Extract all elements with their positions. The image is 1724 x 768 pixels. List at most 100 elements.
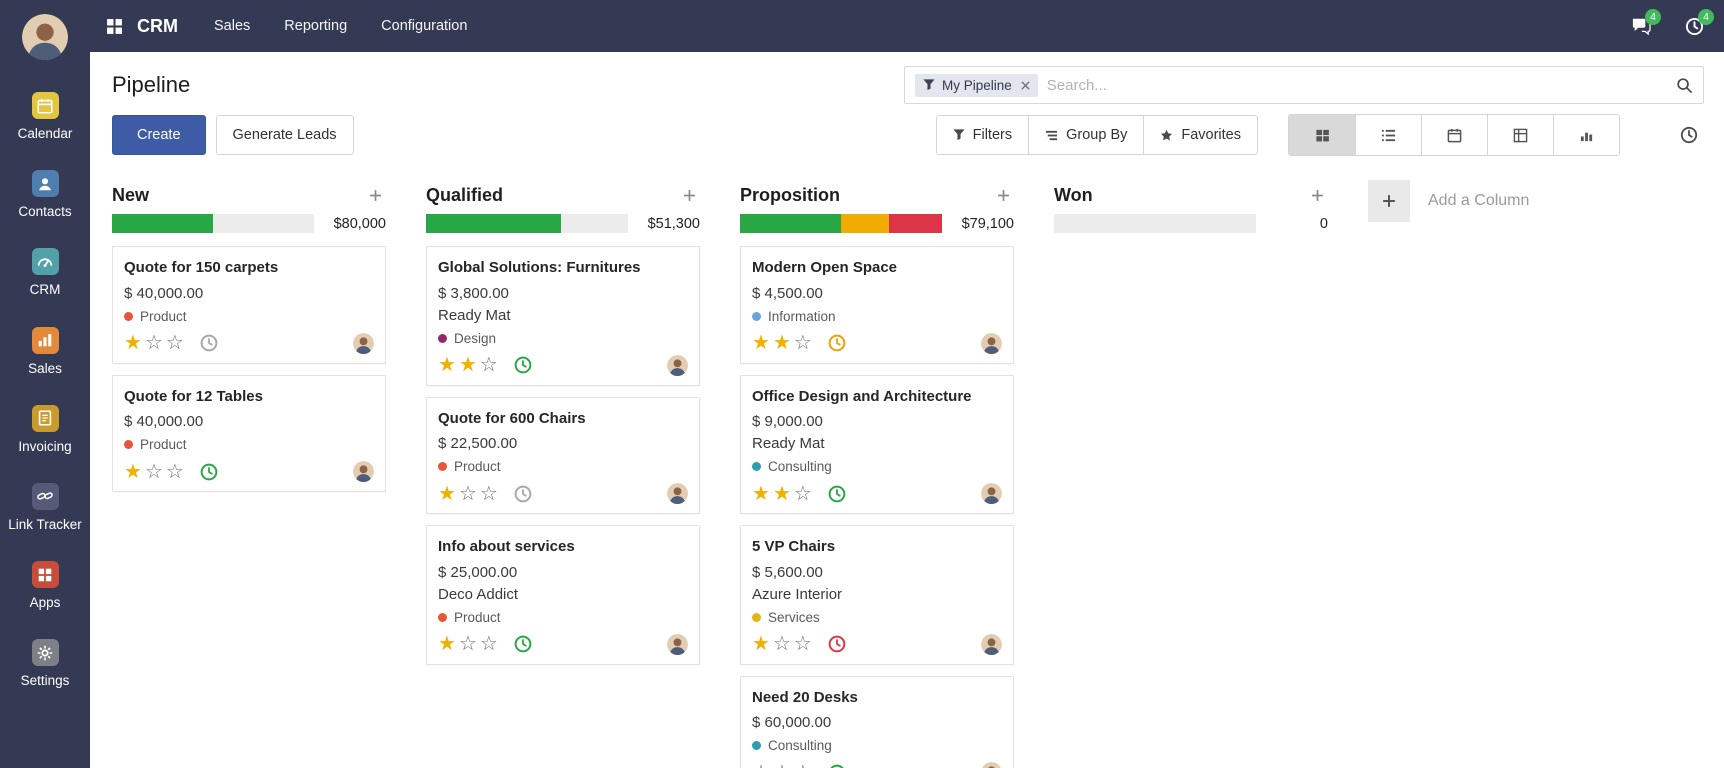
column-progressbar[interactable] — [1054, 214, 1256, 233]
star-icon[interactable]: ☆ — [458, 482, 477, 505]
star-icon[interactable]: ★ — [772, 482, 791, 505]
column-title[interactable]: Proposition — [740, 184, 840, 205]
progress-segment[interactable] — [740, 214, 841, 233]
star-icon[interactable]: ★ — [438, 633, 456, 655]
search-icon[interactable] — [1676, 77, 1693, 94]
kanban-card[interactable]: 5 VP Chairs $ 5,600.00 Azure Interior Se… — [740, 525, 1014, 665]
column-title[interactable]: Qualified — [426, 184, 504, 205]
menu-reporting[interactable]: Reporting — [284, 18, 348, 34]
activity-clock-icon[interactable] — [828, 764, 846, 768]
kanban-card[interactable]: Need 20 Desks $ 60,000.00 Consulting ☆☆☆ — [740, 675, 1014, 768]
activity-view-button[interactable] — [1674, 115, 1704, 155]
sidebar-item-crm[interactable]: CRM — [0, 248, 90, 298]
activity-clock-icon[interactable] — [828, 334, 846, 352]
star-icon[interactable]: ★ — [438, 482, 456, 505]
star-icon[interactable]: ★ — [752, 332, 770, 354]
star-icon[interactable]: ☆ — [793, 482, 812, 505]
star-rating[interactable]: ★ ☆ ☆ — [438, 484, 498, 504]
activity-clock-icon[interactable] — [514, 485, 532, 503]
kanban-card[interactable]: Quote for 150 carpets $ 40,000.00 Produc… — [112, 246, 386, 364]
sidebar-item-contacts[interactable]: Contacts — [0, 170, 90, 220]
star-icon[interactable]: ★ — [124, 460, 142, 483]
star-icon[interactable]: ☆ — [479, 354, 498, 376]
column-progressbar[interactable] — [112, 214, 314, 233]
star-icon[interactable]: ☆ — [793, 633, 812, 655]
group-by-button[interactable]: Group By — [1028, 115, 1145, 155]
add-record-button[interactable] — [679, 185, 700, 206]
column-progressbar[interactable] — [740, 214, 942, 233]
star-icon[interactable]: ☆ — [752, 763, 770, 768]
kanban-card[interactable]: Office Design and Architecture $ 9,000.0… — [740, 374, 1014, 514]
star-rating[interactable]: ★ ☆ ☆ — [124, 333, 184, 353]
star-rating[interactable]: ★ ★ ☆ — [752, 333, 812, 353]
favorites-button[interactable]: Favorites — [1143, 115, 1258, 155]
salesperson-avatar[interactable] — [981, 332, 1002, 354]
salesperson-avatar[interactable] — [981, 762, 1002, 768]
add-column-button[interactable] — [1368, 180, 1410, 222]
star-icon[interactable]: ★ — [124, 332, 142, 354]
apps-grid-icon[interactable] — [106, 18, 123, 35]
column-title[interactable]: New — [112, 184, 150, 205]
star-icon[interactable]: ☆ — [144, 460, 163, 483]
star-icon[interactable]: ☆ — [144, 332, 163, 354]
star-icon[interactable]: ☆ — [773, 763, 791, 768]
star-icon[interactable]: ★ — [772, 332, 791, 354]
add-record-button[interactable] — [993, 185, 1014, 206]
list-view-button[interactable] — [1355, 115, 1421, 155]
sidebar-item-invoicing[interactable]: Invoicing — [0, 404, 90, 455]
salesperson-avatar[interactable] — [353, 332, 374, 354]
create-button[interactable]: Create — [112, 115, 206, 155]
sidebar-item-link-tracker[interactable]: Link Tracker — [0, 482, 90, 533]
star-icon[interactable]: ★ — [438, 354, 456, 376]
salesperson-avatar[interactable] — [353, 461, 374, 482]
sidebar-item-apps[interactable]: Apps — [0, 561, 90, 611]
star-icon[interactable]: ☆ — [479, 482, 498, 505]
salesperson-avatar[interactable] — [667, 633, 688, 655]
activities-clock-icon[interactable]: 4 — [1685, 8, 1714, 36]
search-box[interactable]: My Pipeline — [904, 66, 1704, 104]
star-icon[interactable]: ★ — [458, 354, 477, 376]
kanban-card[interactable]: Quote for 600 Chairs $ 22,500.00 Product… — [426, 396, 700, 514]
graph-view-button[interactable] — [1553, 115, 1619, 155]
sidebar-item-calendar[interactable]: Calendar — [0, 92, 90, 142]
column-progressbar[interactable] — [426, 214, 628, 233]
star-icon[interactable]: ★ — [752, 482, 770, 505]
activity-clock-icon[interactable] — [828, 635, 846, 653]
sidebar-item-sales[interactable]: Sales — [0, 326, 90, 377]
pivot-view-button[interactable] — [1487, 115, 1553, 155]
star-icon[interactable]: ☆ — [458, 633, 477, 655]
progress-segment[interactable] — [889, 214, 942, 233]
salesperson-avatar[interactable] — [981, 633, 1002, 655]
star-icon[interactable]: ☆ — [479, 633, 498, 655]
sidebar-item-settings[interactable]: Settings — [0, 639, 90, 689]
add-record-button[interactable] — [365, 185, 386, 206]
star-rating[interactable]: ★ ★ ☆ — [752, 484, 812, 504]
search-facet[interactable]: My Pipeline — [915, 73, 1038, 97]
activity-clock-icon[interactable] — [514, 356, 532, 374]
star-icon[interactable]: ☆ — [165, 460, 184, 483]
salesperson-avatar[interactable] — [981, 483, 1002, 504]
star-icon[interactable]: ☆ — [165, 332, 184, 354]
star-icon[interactable]: ★ — [752, 633, 770, 655]
salesperson-avatar[interactable] — [667, 483, 688, 504]
star-icon[interactable]: ☆ — [793, 332, 812, 354]
add-column-label[interactable]: Add a Column — [1428, 192, 1530, 209]
kanban-card[interactable]: Quote for 12 Tables $ 40,000.00 Product … — [112, 374, 386, 492]
progress-segment[interactable] — [841, 214, 890, 233]
star-rating[interactable]: ★ ☆ ☆ — [438, 634, 498, 654]
kanban-card[interactable]: Info about services $ 25,000.00 Deco Add… — [426, 525, 700, 665]
star-rating[interactable]: ★ ☆ ☆ — [124, 462, 184, 482]
star-rating[interactable]: ★ ★ ☆ — [438, 355, 498, 375]
star-rating[interactable]: ★ ☆ ☆ — [752, 634, 812, 654]
app-name[interactable]: CRM — [137, 15, 178, 36]
menu-sales[interactable]: Sales — [214, 18, 251, 34]
generate-leads-button[interactable]: Generate Leads — [215, 115, 354, 155]
calendar-view-button[interactable] — [1421, 115, 1487, 155]
salesperson-avatar[interactable] — [667, 354, 688, 376]
activity-clock-icon[interactable] — [200, 334, 218, 352]
add-record-button[interactable] — [1307, 185, 1328, 206]
star-rating[interactable]: ☆☆☆ — [752, 763, 812, 768]
kanban-card[interactable]: Global Solutions: Furnitures $ 3,800.00 … — [426, 246, 700, 386]
activity-clock-icon[interactable] — [828, 485, 846, 503]
activity-clock-icon[interactable] — [200, 463, 218, 481]
